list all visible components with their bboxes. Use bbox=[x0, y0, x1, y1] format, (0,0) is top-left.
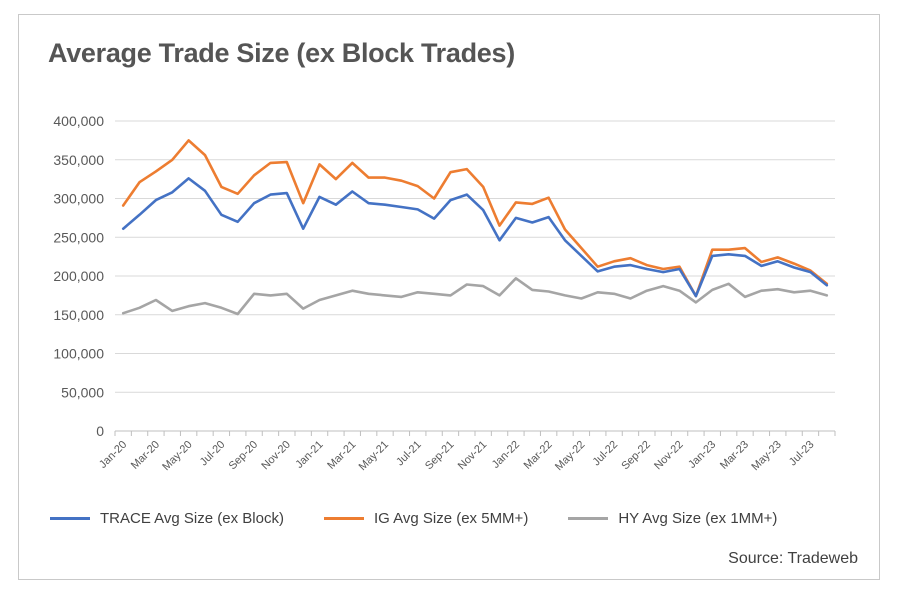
y-tick-label: 50,000 bbox=[61, 384, 104, 400]
x-tick-label: Sep-22 bbox=[619, 439, 653, 473]
x-tick-label: Jan-21 bbox=[293, 439, 325, 471]
y-tick-label: 0 bbox=[96, 423, 104, 439]
legend-swatch-ig bbox=[323, 517, 364, 520]
legend-label-hy: HY Avg Size (ex 1MM+) bbox=[618, 510, 778, 527]
x-tick-label: Jul-20 bbox=[198, 439, 228, 469]
legend-swatch-trace bbox=[50, 517, 90, 520]
y-tick-label: 350,000 bbox=[53, 152, 104, 168]
gridlines bbox=[115, 120, 835, 393]
x-tick-label: May-21 bbox=[357, 439, 391, 473]
legend-item-trace: TRACE Avg Size (ex Block) bbox=[50, 510, 284, 527]
series-line-hy bbox=[121, 276, 829, 316]
legend-swatch-hy bbox=[568, 517, 609, 520]
y-axis-tick-labels: 0 50,000 100,000 150,000 200,000 250,000 300,0… bbox=[53, 113, 104, 439]
legend-item-hy: HY Avg Size (ex 1MM+) bbox=[568, 510, 777, 527]
x-tick-label: Nov-22 bbox=[652, 439, 686, 473]
x-tick-label: Nov-21 bbox=[456, 439, 490, 473]
y-tick-label: 200,000 bbox=[53, 268, 104, 284]
y-tick-label: 250,000 bbox=[53, 229, 104, 245]
x-tick-label: May-20 bbox=[160, 439, 194, 473]
chart-title: Average Trade Size (ex Block Trades) bbox=[48, 38, 515, 68]
x-tick-label: Jul-23 bbox=[787, 439, 817, 469]
legend-label-ig: IG Avg Size (ex 5MM+) bbox=[373, 510, 529, 527]
x-tick-label: Mar-22 bbox=[522, 439, 555, 472]
x-tick-label: Jul-21 bbox=[394, 439, 424, 469]
y-tick-label: 100,000 bbox=[53, 346, 104, 362]
x-tick-label: Mar-21 bbox=[325, 439, 358, 472]
chart-frame bbox=[18, 14, 880, 580]
series-lines bbox=[121, 139, 829, 316]
x-tick-label: Sep-20 bbox=[227, 439, 261, 473]
x-axis bbox=[114, 430, 836, 436]
y-tick-label: 400,000 bbox=[53, 113, 104, 129]
y-tick-label: 150,000 bbox=[53, 307, 104, 323]
x-tick-label: Jan-20 bbox=[97, 439, 129, 471]
x-tick-label: Mar-20 bbox=[129, 439, 162, 472]
x-tick-label: Jul-22 bbox=[591, 439, 621, 469]
legend: TRACE Avg Size (ex Block) IG Avg Size (e… bbox=[50, 510, 817, 527]
series-line-trace bbox=[121, 177, 829, 298]
series-line-ig bbox=[121, 139, 829, 298]
x-tick-label: Jan-23 bbox=[686, 439, 718, 471]
legend-item-ig: IG Avg Size (ex 5MM+) bbox=[323, 510, 529, 527]
y-tick-label: 300,000 bbox=[53, 191, 104, 207]
x-tick-label: Mar-23 bbox=[718, 439, 751, 472]
legend-label-trace: TRACE Avg Size (ex Block) bbox=[100, 510, 284, 527]
x-tick-label: May-22 bbox=[553, 439, 587, 473]
x-tick-label: Nov-20 bbox=[259, 439, 293, 473]
x-tick-label: May-23 bbox=[749, 439, 783, 473]
x-tick-label: Jan-22 bbox=[490, 439, 522, 471]
x-tick-label: Sep-21 bbox=[423, 439, 457, 473]
source-note: Source: Tradeweb bbox=[728, 550, 858, 567]
